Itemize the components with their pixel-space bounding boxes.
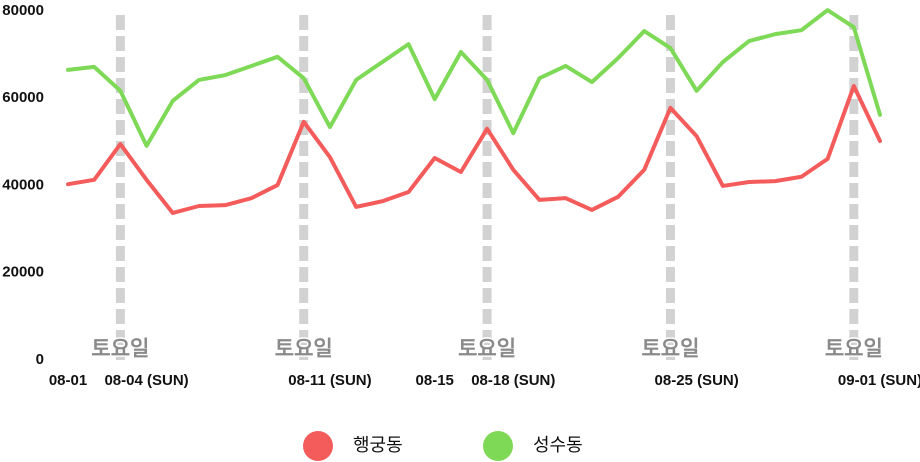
y-tick-label: 80000	[2, 2, 44, 19]
marker-label: 토요일	[825, 338, 883, 361]
x-tick-label: 08-04 (SUN)	[104, 372, 188, 389]
y-tick-label: 40000	[2, 176, 44, 193]
x-tick-label: 08-15	[416, 372, 454, 389]
y-tick-label: 20000	[2, 264, 44, 281]
marker-label: 토요일	[458, 338, 516, 361]
marker-label: 토요일	[275, 338, 333, 361]
x-tick-label: 08-01	[49, 372, 87, 389]
x-tick-label: 08-25 (SUN)	[655, 372, 739, 389]
marker-label: 토요일	[91, 338, 149, 361]
legend-label: 행궁동	[353, 435, 403, 455]
x-tick-label: 08-11 (SUN)	[288, 372, 371, 389]
y-tick-label: 60000	[2, 89, 44, 106]
series-line	[66, 8, 882, 148]
legend-swatch	[483, 431, 513, 461]
marker-label: 토요일	[641, 338, 699, 361]
y-tick-label: 0	[36, 351, 44, 368]
series-line	[66, 84, 882, 215]
x-tick-label: 09-01 (SUN)	[838, 372, 920, 389]
x-tick-label: 08-18 (SUN)	[471, 372, 555, 389]
legend-swatch	[303, 431, 333, 461]
legend-label: 성수동	[533, 435, 583, 455]
